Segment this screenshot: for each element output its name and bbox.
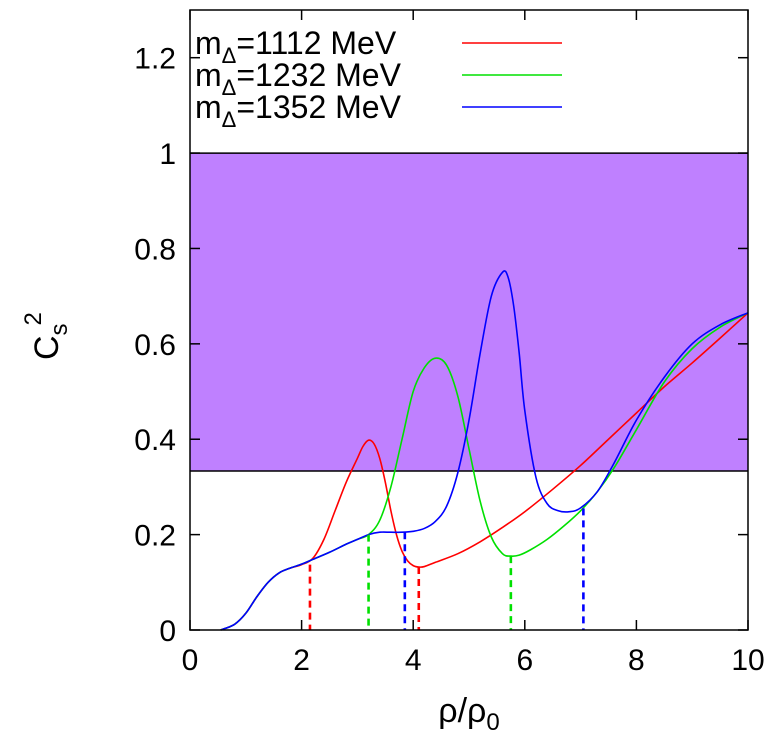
x-tick-label-1: 2 — [293, 644, 310, 677]
series-layer — [220, 270, 749, 631]
legend-entry-1112: mΔ=1112 MeV — [195, 25, 562, 68]
y-tick-label-0: 0 — [159, 615, 176, 648]
legend-label-1112: mΔ=1112 MeV — [195, 25, 397, 68]
series-line-2 — [220, 270, 749, 631]
y-tick-label-2: 0.4 — [134, 424, 176, 457]
y-axis-title: Cs2 — [20, 312, 73, 360]
x-tick-label-5: 10 — [731, 644, 764, 677]
legend-entry-1352: mΔ=1352 MeV — [195, 89, 562, 132]
y-axis-title-sup: 2 — [20, 312, 47, 325]
y-tick-label-5: 1 — [159, 138, 176, 171]
marker-layer — [308, 508, 585, 630]
y-axis-title-main: C — [28, 335, 66, 360]
x-tick-label-2: 4 — [405, 644, 422, 677]
x-tick-label-3: 6 — [516, 644, 533, 677]
legend-label-1352: mΔ=1352 MeV — [195, 89, 402, 132]
y-tick-label-1: 0.2 — [134, 520, 176, 553]
x-tick-label-4: 8 — [628, 644, 645, 677]
y-tick-label-3: 0.6 — [134, 329, 176, 362]
x-axis-title: ρ/ρ0 — [438, 692, 500, 736]
y-axis-title-sub: s — [46, 323, 73, 335]
x-axis-title-sub: 0 — [486, 709, 499, 736]
y-tick-label-6: 1.2 — [134, 43, 176, 76]
x-tick-label-0: 0 — [182, 644, 199, 677]
tick-layer: 0 2 4 6 8 10 0 0.2 0.4 0.6 0.8 1 1.2 — [134, 10, 765, 677]
plot-frame — [189, 9, 749, 631]
y-tick-label-4: 0.8 — [134, 233, 176, 266]
legend: mΔ=1112 MeV mΔ=1232 MeV mΔ=1352 MeV — [195, 25, 562, 132]
x-axis-title-main: ρ/ρ — [438, 692, 486, 730]
legend-label-1232: mΔ=1232 MeV — [195, 57, 402, 100]
legend-entry-1232: mΔ=1232 MeV — [195, 57, 562, 100]
